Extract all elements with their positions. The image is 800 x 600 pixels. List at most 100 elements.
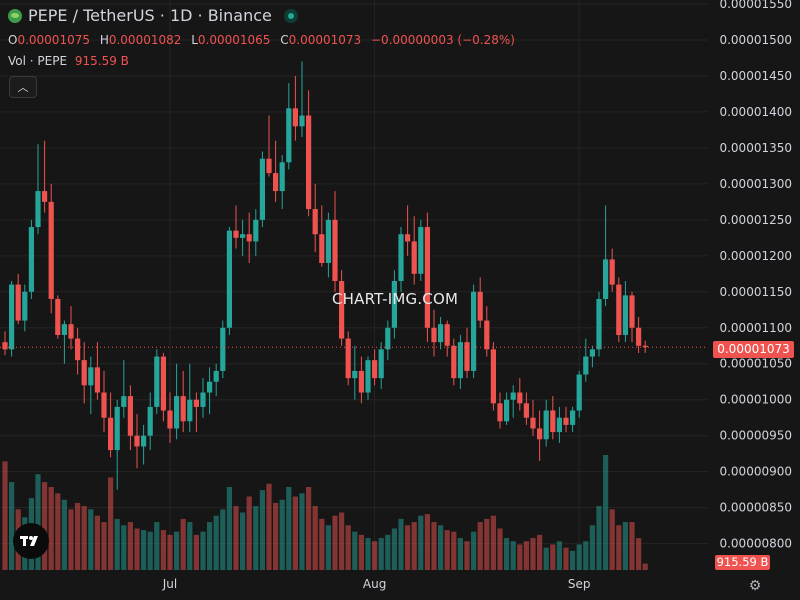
- candle-body: [517, 392, 523, 404]
- tradingview-icon[interactable]: [13, 523, 49, 559]
- volume-bar: [398, 518, 404, 570]
- candle-body: [22, 291, 28, 321]
- candle-body: [378, 349, 384, 379]
- volume-bar: [299, 493, 305, 570]
- close-value: 0.00001073: [288, 33, 362, 47]
- volume-bar: [233, 506, 239, 570]
- candle-body: [94, 367, 100, 393]
- candle-body: [345, 338, 351, 379]
- volume-bar: [2, 461, 8, 570]
- volume-bar: [81, 506, 87, 570]
- candle-body: [589, 349, 595, 357]
- volume-label: Vol · PEPE: [8, 54, 68, 68]
- y-tick-label: 0.00001100: [719, 321, 792, 335]
- candle-body: [510, 392, 516, 400]
- volume-bar: [35, 474, 41, 570]
- y-tick-label: 0.00000950: [719, 429, 792, 443]
- candle-body: [75, 338, 81, 361]
- volume-bar: [94, 515, 100, 570]
- candle-body: [259, 158, 265, 220]
- volume-bar: [259, 490, 265, 570]
- candle-body: [286, 108, 292, 163]
- volume-bar: [537, 534, 543, 570]
- volume-value: 915.59 B: [74, 54, 129, 68]
- volume-bar: [411, 522, 417, 570]
- candle-body: [127, 396, 133, 436]
- volume-bar: [490, 515, 496, 570]
- candle-body: [372, 360, 378, 379]
- candle-body: [42, 191, 48, 202]
- volume-bar: [127, 522, 133, 570]
- volume-bar: [352, 531, 358, 570]
- x-tick-label: Sep: [568, 577, 591, 591]
- open-key: O: [8, 33, 18, 47]
- volume-bar: [609, 509, 615, 570]
- x-tick-label: Jul: [162, 577, 177, 591]
- volume-bar: [325, 525, 331, 570]
- volume-bar: [570, 550, 576, 570]
- volume-bar: [477, 522, 483, 570]
- volume-bar: [266, 483, 272, 570]
- volume-bar: [220, 509, 226, 570]
- candle-body: [193, 399, 199, 407]
- candle-body: [9, 284, 15, 350]
- y-tick-label: 0.00000800: [719, 537, 792, 551]
- volume-bar: [484, 518, 490, 570]
- volume-bar: [438, 525, 444, 570]
- market-open-icon: [283, 8, 298, 23]
- candle-body: [629, 295, 635, 328]
- collapse-legend-button[interactable]: ︿: [9, 76, 37, 98]
- symbol-title[interactable]: PEPE / TetherUS · 1D · Binance: [28, 6, 272, 25]
- candle-body: [61, 324, 67, 335]
- candle-body: [358, 370, 364, 393]
- candle-body: [15, 284, 21, 321]
- candle-body: [108, 417, 114, 451]
- volume-bar: [497, 528, 503, 570]
- volume-bar: [576, 544, 582, 570]
- volume-bar: [504, 538, 510, 570]
- y-tick-label: 0.00001250: [719, 213, 792, 227]
- candle-body: [504, 399, 510, 422]
- volume-bar: [167, 534, 173, 570]
- candle-body: [563, 417, 569, 425]
- watermark: CHART-IMG.COM: [332, 290, 459, 308]
- candle-body: [391, 281, 397, 328]
- tradingview-mark: [20, 536, 38, 546]
- gear-icon[interactable]: ⚙: [748, 578, 762, 594]
- candle-body: [352, 370, 358, 379]
- candle-body: [213, 370, 219, 382]
- volume-bar: [193, 534, 199, 570]
- candle-body: [490, 349, 496, 404]
- candle-body: [81, 360, 87, 386]
- candle-body: [273, 173, 279, 192]
- candle-body: [147, 406, 153, 436]
- candle-body: [299, 115, 305, 127]
- candle-body: [583, 356, 589, 375]
- candle-body: [424, 227, 430, 328]
- candle-body: [636, 327, 642, 346]
- candle-body: [28, 227, 34, 292]
- low-key: L: [191, 33, 198, 47]
- candle-body: [530, 417, 536, 429]
- candle-body: [167, 410, 173, 429]
- candle-body: [477, 291, 483, 321]
- candle-body: [233, 230, 239, 238]
- candle-body: [114, 406, 120, 451]
- candle-body: [154, 356, 160, 407]
- candle-body: [431, 327, 437, 343]
- volume-bar: [629, 522, 635, 570]
- y-tick-label: 0.00001550: [719, 0, 792, 11]
- candle-body: [246, 234, 252, 242]
- volume-bar: [391, 528, 397, 570]
- volume-bar: [530, 538, 536, 570]
- candle-body: [543, 410, 549, 440]
- candle-body: [385, 327, 391, 350]
- candle-body: [576, 374, 582, 411]
- candle-body: [35, 191, 41, 228]
- close-key: C: [280, 33, 289, 47]
- volume-bar: [180, 518, 186, 570]
- volume-bar: [207, 522, 213, 570]
- volume-bar: [253, 506, 259, 570]
- volume-bar: [418, 515, 424, 570]
